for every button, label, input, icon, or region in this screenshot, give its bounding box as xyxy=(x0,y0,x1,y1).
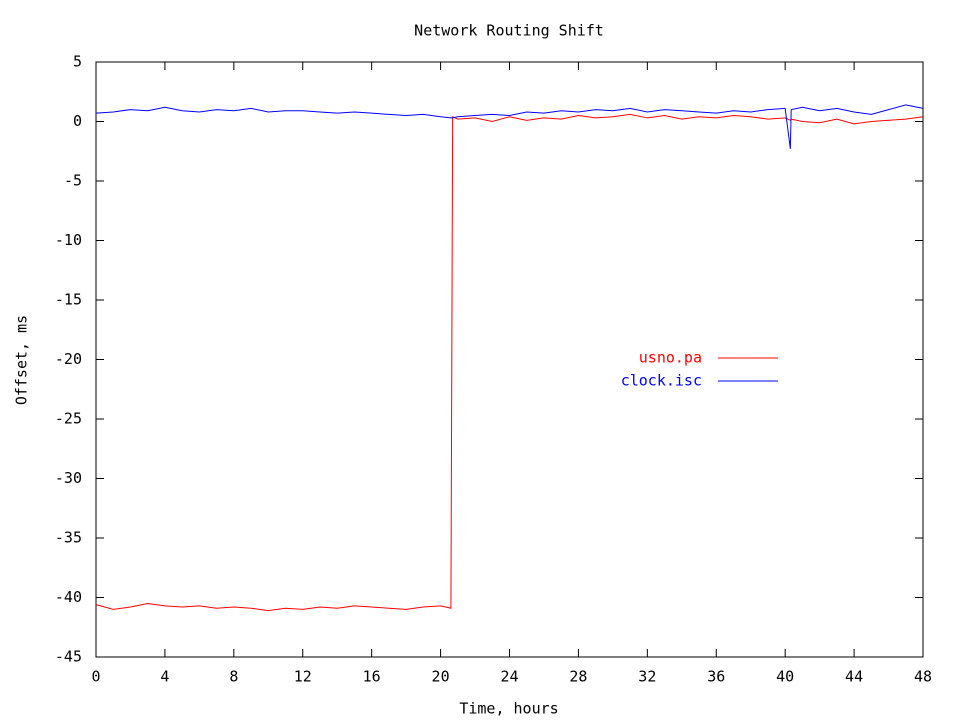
x-tick-label: 8 xyxy=(229,668,238,686)
x-tick-label: 24 xyxy=(500,668,518,686)
y-tick-label: -15 xyxy=(55,291,82,309)
y-tick-label: -35 xyxy=(55,529,82,547)
plot-frame xyxy=(95,61,924,658)
x-tick-label: 0 xyxy=(91,668,100,686)
x-tick-label: 48 xyxy=(914,668,932,686)
data-line xyxy=(95,104,924,149)
x-tick-label: 36 xyxy=(707,668,725,686)
y-tick-label: -45 xyxy=(55,648,82,666)
x-tick-label: 16 xyxy=(363,668,381,686)
x-tick-label: 28 xyxy=(569,668,587,686)
y-tick-label: -40 xyxy=(55,588,82,606)
y-tick-label: -30 xyxy=(55,469,82,487)
x-tick-label: 44 xyxy=(845,668,863,686)
legend-label: usno.pa xyxy=(639,349,702,367)
y-tick-label: 5 xyxy=(73,53,82,71)
y-tick-label: -10 xyxy=(55,231,82,249)
chart-title: Network Routing Shift xyxy=(414,22,604,40)
x-tick-label: 40 xyxy=(776,668,794,686)
data-line xyxy=(95,113,924,612)
x-tick-label: 32 xyxy=(638,668,656,686)
x-tick-label: 4 xyxy=(160,668,169,686)
x-tick-label: 20 xyxy=(432,668,450,686)
x-axis-label: Time, hours xyxy=(459,700,558,718)
y-tick-label: -25 xyxy=(55,410,82,428)
y-tick-label: 0 xyxy=(73,112,82,130)
y-axis-label: Offset, ms xyxy=(13,315,31,405)
y-tick-label: -5 xyxy=(64,172,82,190)
x-tick-label: 12 xyxy=(294,668,312,686)
legend-label: clock.isc xyxy=(621,372,702,390)
y-tick-label: -20 xyxy=(55,350,82,368)
